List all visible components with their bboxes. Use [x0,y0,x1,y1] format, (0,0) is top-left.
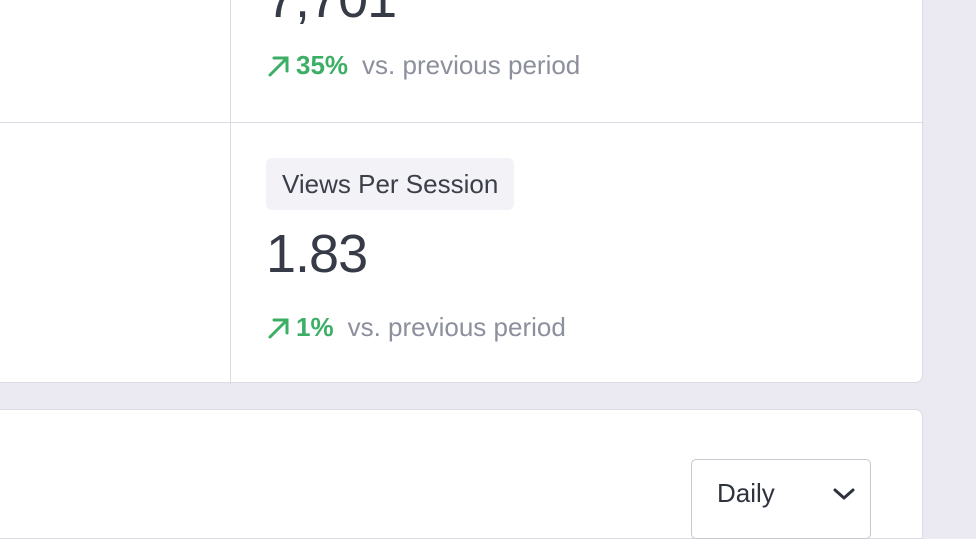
metric-change-row: 35% vs. previous period [266,50,580,81]
metric-change: 1% [266,312,334,343]
page: 7,701 35% vs. previous period Views Per … [0,0,924,539]
chevron-down-icon [833,488,855,500]
interval-dropdown[interactable]: Daily [691,459,871,539]
up-arrow-icon [268,318,289,338]
metric-change-text: 35% [296,50,349,80]
metric-value: 7,701 [266,0,397,26]
up-arrow-icon [268,56,289,76]
metric-value: 1.83 [266,224,368,284]
metric-comparison: vs. previous period [362,50,581,80]
divider [0,122,924,123]
metric-comparison: vs. previous period [347,312,566,342]
metric-change-text: 1% [296,312,334,342]
metric-label: Views Per Session [266,158,515,210]
dropdown-value: Daily [717,478,775,508]
divider [230,0,231,384]
metric-change: 35% [266,50,348,81]
metric-change-row: 1% vs. previous period [266,312,566,343]
